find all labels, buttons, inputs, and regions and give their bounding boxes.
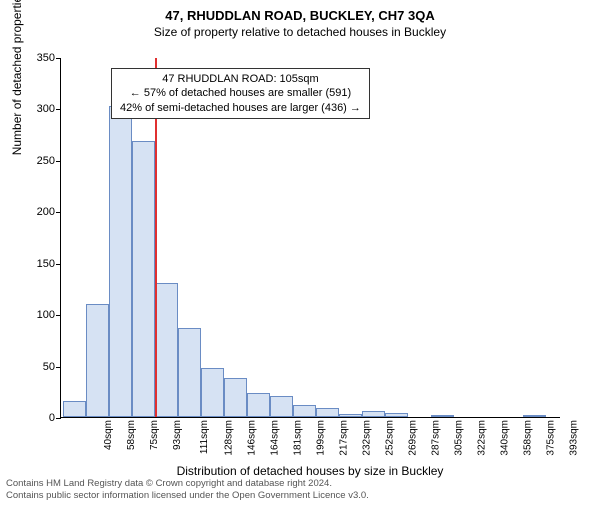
x-tick-label: 375sqm <box>545 420 556 456</box>
histogram-bar <box>109 106 132 417</box>
histogram-bar <box>362 411 385 417</box>
x-tick-label: 111sqm <box>199 420 210 454</box>
x-tick-label: 146sqm <box>246 420 257 456</box>
x-tick-label: 287sqm <box>430 420 441 456</box>
x-tick-label: 305sqm <box>453 420 464 456</box>
chart-subtitle: Size of property relative to detached ho… <box>0 25 600 39</box>
histogram-bar <box>155 283 178 417</box>
y-tick-label: 100 <box>5 309 55 321</box>
histogram-bar <box>247 393 270 417</box>
x-tick-label: 128sqm <box>223 420 234 456</box>
histogram-bar <box>316 408 339 417</box>
x-tick-label: 75sqm <box>149 420 160 450</box>
footer-line-1: Contains HM Land Registry data © Crown c… <box>6 478 594 490</box>
footer: Contains HM Land Registry data © Crown c… <box>6 478 594 503</box>
histogram-bar <box>339 414 362 417</box>
annotation-line-2: ← 57% of detached houses are smaller (59… <box>120 86 361 100</box>
x-tick-label: 164sqm <box>269 420 280 456</box>
histogram-bar <box>293 405 316 417</box>
chart-area: Number of detached properties 0501001502… <box>60 58 560 418</box>
x-tick-label: 40sqm <box>103 420 114 450</box>
histogram-bar <box>523 415 546 417</box>
x-tick-label: 181sqm <box>292 420 303 456</box>
annotation-line-1: 47 RHUDDLAN ROAD: 105sqm <box>120 72 361 86</box>
y-tick-label: 250 <box>5 155 55 167</box>
x-tick-label: 322sqm <box>476 420 487 456</box>
histogram-bar <box>63 401 86 417</box>
y-tick-label: 200 <box>5 206 55 218</box>
x-tick-label: 232sqm <box>361 420 372 456</box>
x-tick-label: 252sqm <box>384 420 395 456</box>
annotation-box: 47 RHUDDLAN ROAD: 105sqm← 57% of detache… <box>111 68 370 119</box>
y-tick-label: 50 <box>5 361 55 373</box>
x-tick-label: 393sqm <box>568 420 579 456</box>
histogram-bar <box>86 304 109 417</box>
histogram-bar <box>201 368 224 417</box>
x-tick-label: 269sqm <box>407 420 418 456</box>
x-tick-label: 358sqm <box>522 420 533 456</box>
y-tick-label: 300 <box>5 103 55 115</box>
x-tick-label: 340sqm <box>499 420 510 456</box>
histogram-bar <box>270 396 293 417</box>
histogram-bar <box>132 141 155 417</box>
y-tick-label: 0 <box>5 412 55 424</box>
y-tick-label: 350 <box>5 52 55 64</box>
x-tick-label: 199sqm <box>315 420 326 456</box>
annotation-line-3: 42% of semi-detached houses are larger (… <box>120 101 361 115</box>
y-tick-label: 150 <box>5 258 55 270</box>
x-axis-label: Distribution of detached houses by size … <box>60 464 560 478</box>
chart-title: 47, RHUDDLAN ROAD, BUCKLEY, CH7 3QA <box>0 8 600 23</box>
histogram-bar <box>178 328 201 417</box>
histogram-bar <box>385 413 408 417</box>
x-tick-label: 93sqm <box>172 420 183 450</box>
histogram-bar <box>431 415 454 417</box>
x-tick-label: 217sqm <box>338 420 349 456</box>
histogram-bar <box>224 378 247 417</box>
y-axis-label: Number of detached properties <box>10 0 24 155</box>
x-tick-label: 58sqm <box>126 420 137 450</box>
plot-region: 05010015020025030035040sqm58sqm75sqm93sq… <box>60 58 560 418</box>
footer-line-2: Contains public sector information licen… <box>6 490 594 502</box>
